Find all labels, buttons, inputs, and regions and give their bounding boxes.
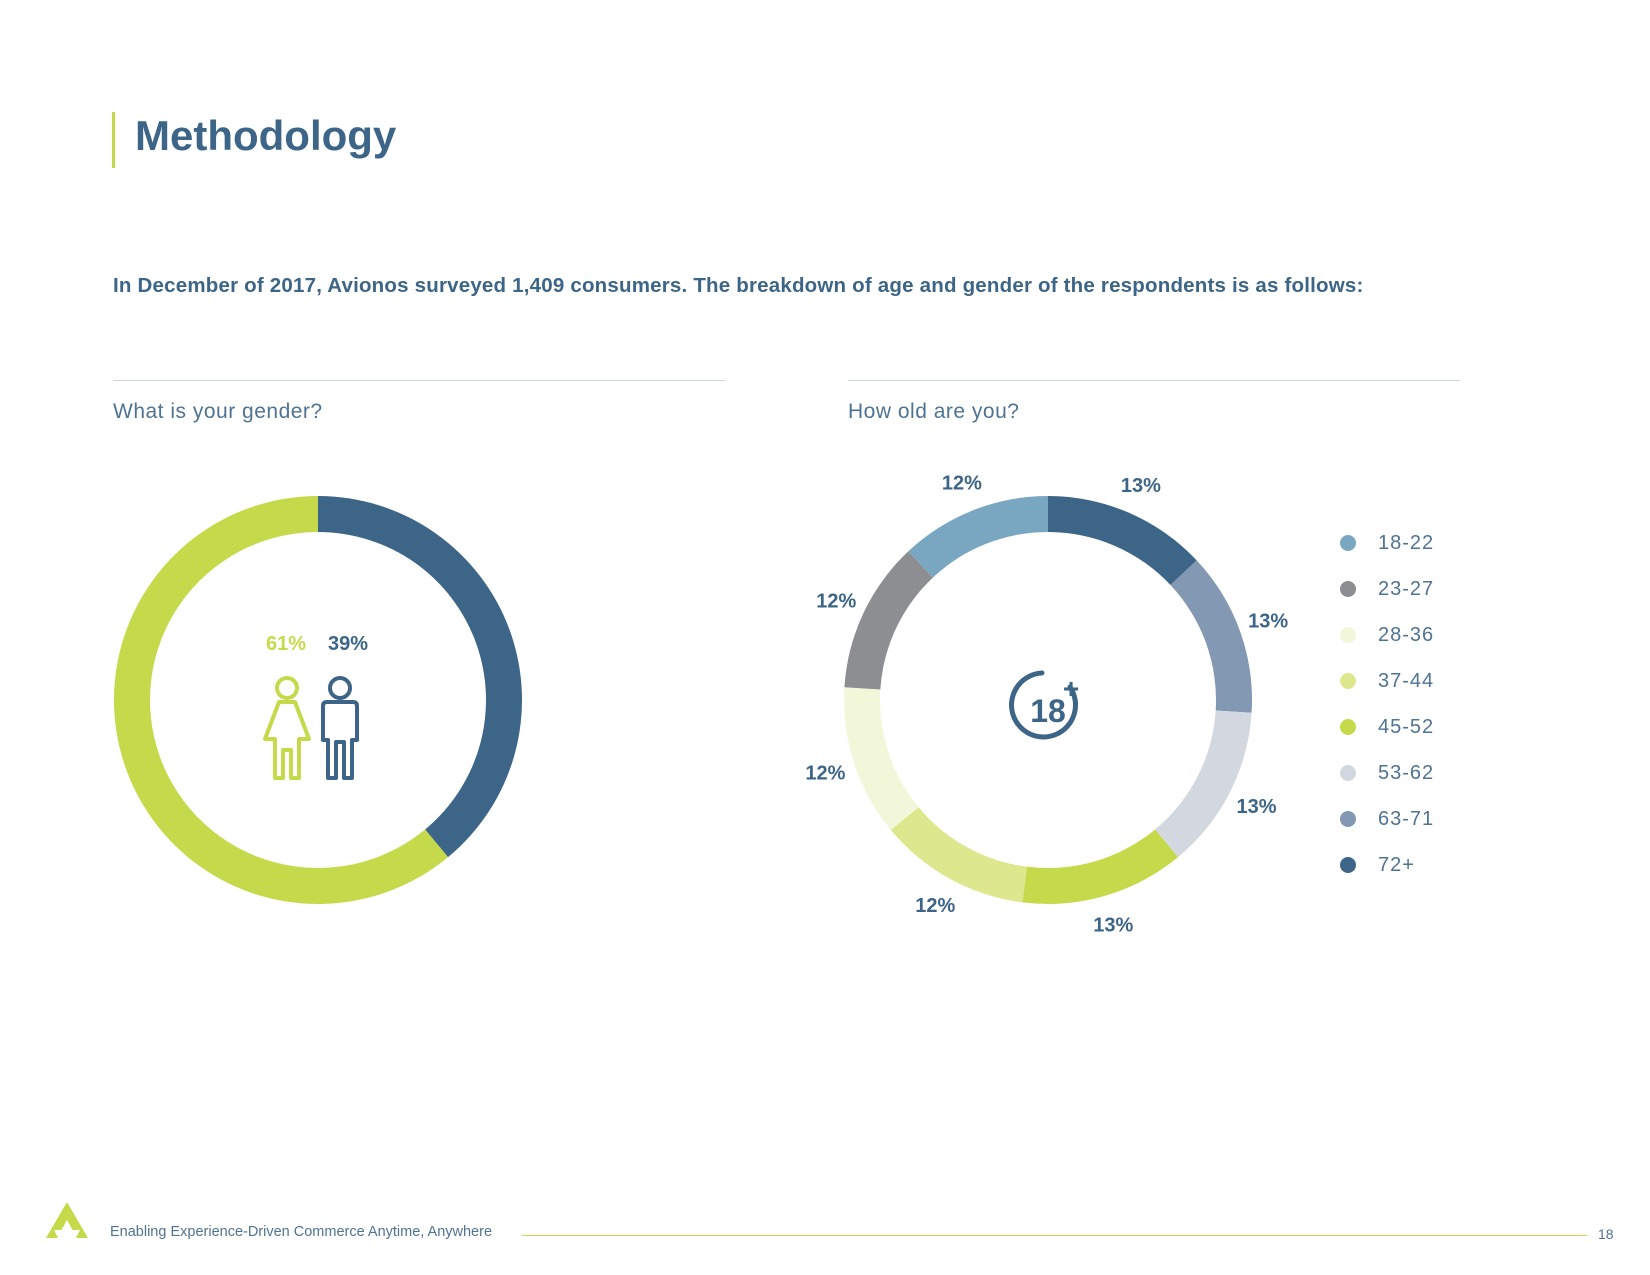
gender-question: What is your gender? [113,400,323,423]
slice-23-27 [844,551,933,690]
eighteen-plus-icon: 18 + [1009,670,1079,740]
gender-center: 61% 39% [263,633,368,780]
age-percent-labels: 13% 13% 13% 13% 12% 12% 12% 12% [805,472,1288,936]
gender-donut [113,496,522,904]
legend-label: 18-22 [1378,531,1435,554]
slice-male [318,496,522,858]
legend-label: 45-52 [1378,715,1435,738]
slice-female [113,496,449,904]
legend-item: 72+ [1340,842,1434,888]
title-accent-bar [112,112,115,168]
legend-label: 63-71 [1378,807,1435,830]
legend-dot [1340,811,1356,827]
legend-item: 53-62 [1340,750,1434,796]
slice-37-44 [890,807,1027,903]
legend-dot [1340,765,1356,781]
legend-item: 18-22 [1340,520,1434,566]
page-title: Methodology [135,112,397,159]
legend-item: 45-52 [1340,704,1434,750]
legend-item: 23-27 [1340,566,1434,612]
intro-text: In December of 2017, Avionos surveyed 1,… [113,274,1364,297]
legend-label: 28-36 [1378,623,1435,646]
legend-dot [1340,581,1356,597]
slice-72- [1048,496,1197,585]
slice-28-36 [843,687,919,831]
legend-dot [1340,627,1356,643]
legend-label: 72+ [1378,853,1415,876]
legend-dot [1340,673,1356,689]
legend-label: 23-27 [1378,577,1435,600]
male-percent-label: 39% [328,633,368,655]
slice-18-22 [908,496,1048,578]
legend-dot [1340,719,1356,735]
female-icon [263,676,311,780]
slice-53-62 [1155,710,1252,858]
legend-item: 37-44 [1340,658,1434,704]
slice-label: 12% [816,590,856,612]
slice-63-71 [1170,560,1252,713]
male-icon [321,676,359,780]
slice-label: 13% [1093,915,1133,937]
slice-label: 12% [942,472,982,494]
age-legend: 18-22 23-27 28-36 37-44 45-52 53-62 63-7… [1340,520,1434,888]
legend-label: 37-44 [1378,669,1435,692]
slice-label: 13% [1236,796,1276,818]
slice-label: 13% [1121,475,1161,497]
page-number: 18 [1598,1226,1614,1242]
footer-tagline: Enabling Experience-Driven Commerce Anyt… [110,1224,493,1240]
plus-label: + [1063,673,1079,704]
slice-label: 12% [915,895,955,917]
age-question: How old are you? [848,400,1020,423]
legend-label: 53-62 [1378,761,1435,784]
slice-label: 12% [805,762,845,784]
divider-right [848,380,1460,381]
avionos-logo [46,1202,88,1238]
legend-dot [1340,857,1356,873]
legend-item: 28-36 [1340,612,1434,658]
eighteen-label: 18 [1030,693,1066,729]
divider-left [113,380,725,381]
female-percent-label: 61% [266,633,306,655]
age-donut [843,496,1252,904]
slice-45-52 [1022,829,1179,904]
slice-label: 13% [1248,611,1288,633]
legend-dot [1340,535,1356,551]
legend-item: 63-71 [1340,796,1434,842]
footer-line [522,1235,1587,1236]
